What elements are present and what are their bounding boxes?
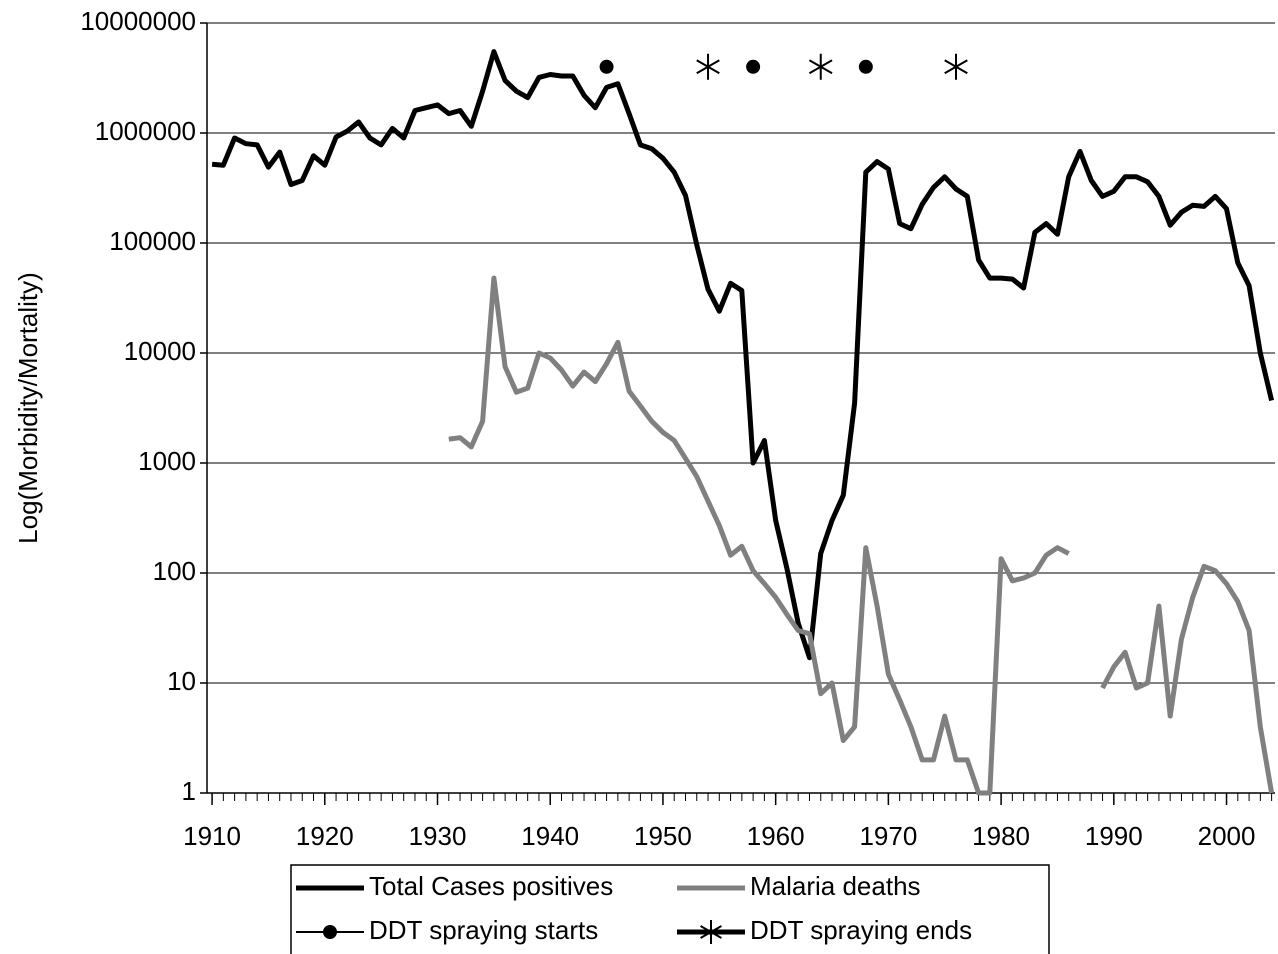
x-tick-label: 1920 bbox=[296, 821, 354, 851]
y-tick-label: 10000 bbox=[124, 336, 196, 366]
y-tick-label: 10 bbox=[167, 666, 196, 696]
legend-box bbox=[290, 864, 1050, 954]
legend-label: Malaria deaths bbox=[750, 871, 921, 901]
y-tick-label: 1 bbox=[182, 776, 196, 806]
x-tick-label: 1930 bbox=[409, 821, 467, 851]
y-tick-label: 100000 bbox=[109, 226, 196, 256]
x-tick-label: 1910 bbox=[183, 821, 241, 851]
legend-label: DDT spraying ends bbox=[750, 915, 972, 945]
y-tick-label: 10000000 bbox=[80, 6, 196, 36]
y-axis-label: Log(Morbidity/Mortality) bbox=[13, 272, 43, 544]
marker bbox=[746, 59, 761, 74]
y-tick-label: 1000 bbox=[138, 446, 196, 476]
x-tick-label: 1950 bbox=[634, 821, 692, 851]
x-tick-label: 1980 bbox=[972, 821, 1030, 851]
marker bbox=[696, 53, 720, 80]
y-tick-label: 100 bbox=[153, 556, 196, 586]
legend-item: DDT spraying ends bbox=[677, 915, 972, 945]
legend-label: DDT spraying starts bbox=[369, 915, 598, 945]
series-line bbox=[211, 49, 1275, 661]
marker bbox=[944, 53, 968, 80]
legend-item: Total Cases positives bbox=[296, 871, 613, 901]
x-tick-label: 1990 bbox=[1085, 821, 1143, 851]
x-tick-label: 1960 bbox=[747, 821, 805, 851]
y-tick-label: 1000000 bbox=[95, 116, 196, 146]
x-tick-label: 1940 bbox=[521, 821, 579, 851]
marker bbox=[858, 59, 873, 74]
legend-label: Total Cases positives bbox=[369, 871, 613, 901]
legend-item: DDT spraying starts bbox=[296, 915, 598, 945]
x-tick-label: 2000 bbox=[1198, 821, 1256, 851]
marker bbox=[808, 53, 833, 80]
marker bbox=[700, 920, 722, 944]
x-tick-label: 1970 bbox=[859, 821, 917, 851]
legend-marker bbox=[323, 925, 337, 939]
legend-item: Malaria deaths bbox=[677, 871, 921, 901]
series-line bbox=[448, 275, 1275, 796]
marker bbox=[599, 59, 614, 74]
